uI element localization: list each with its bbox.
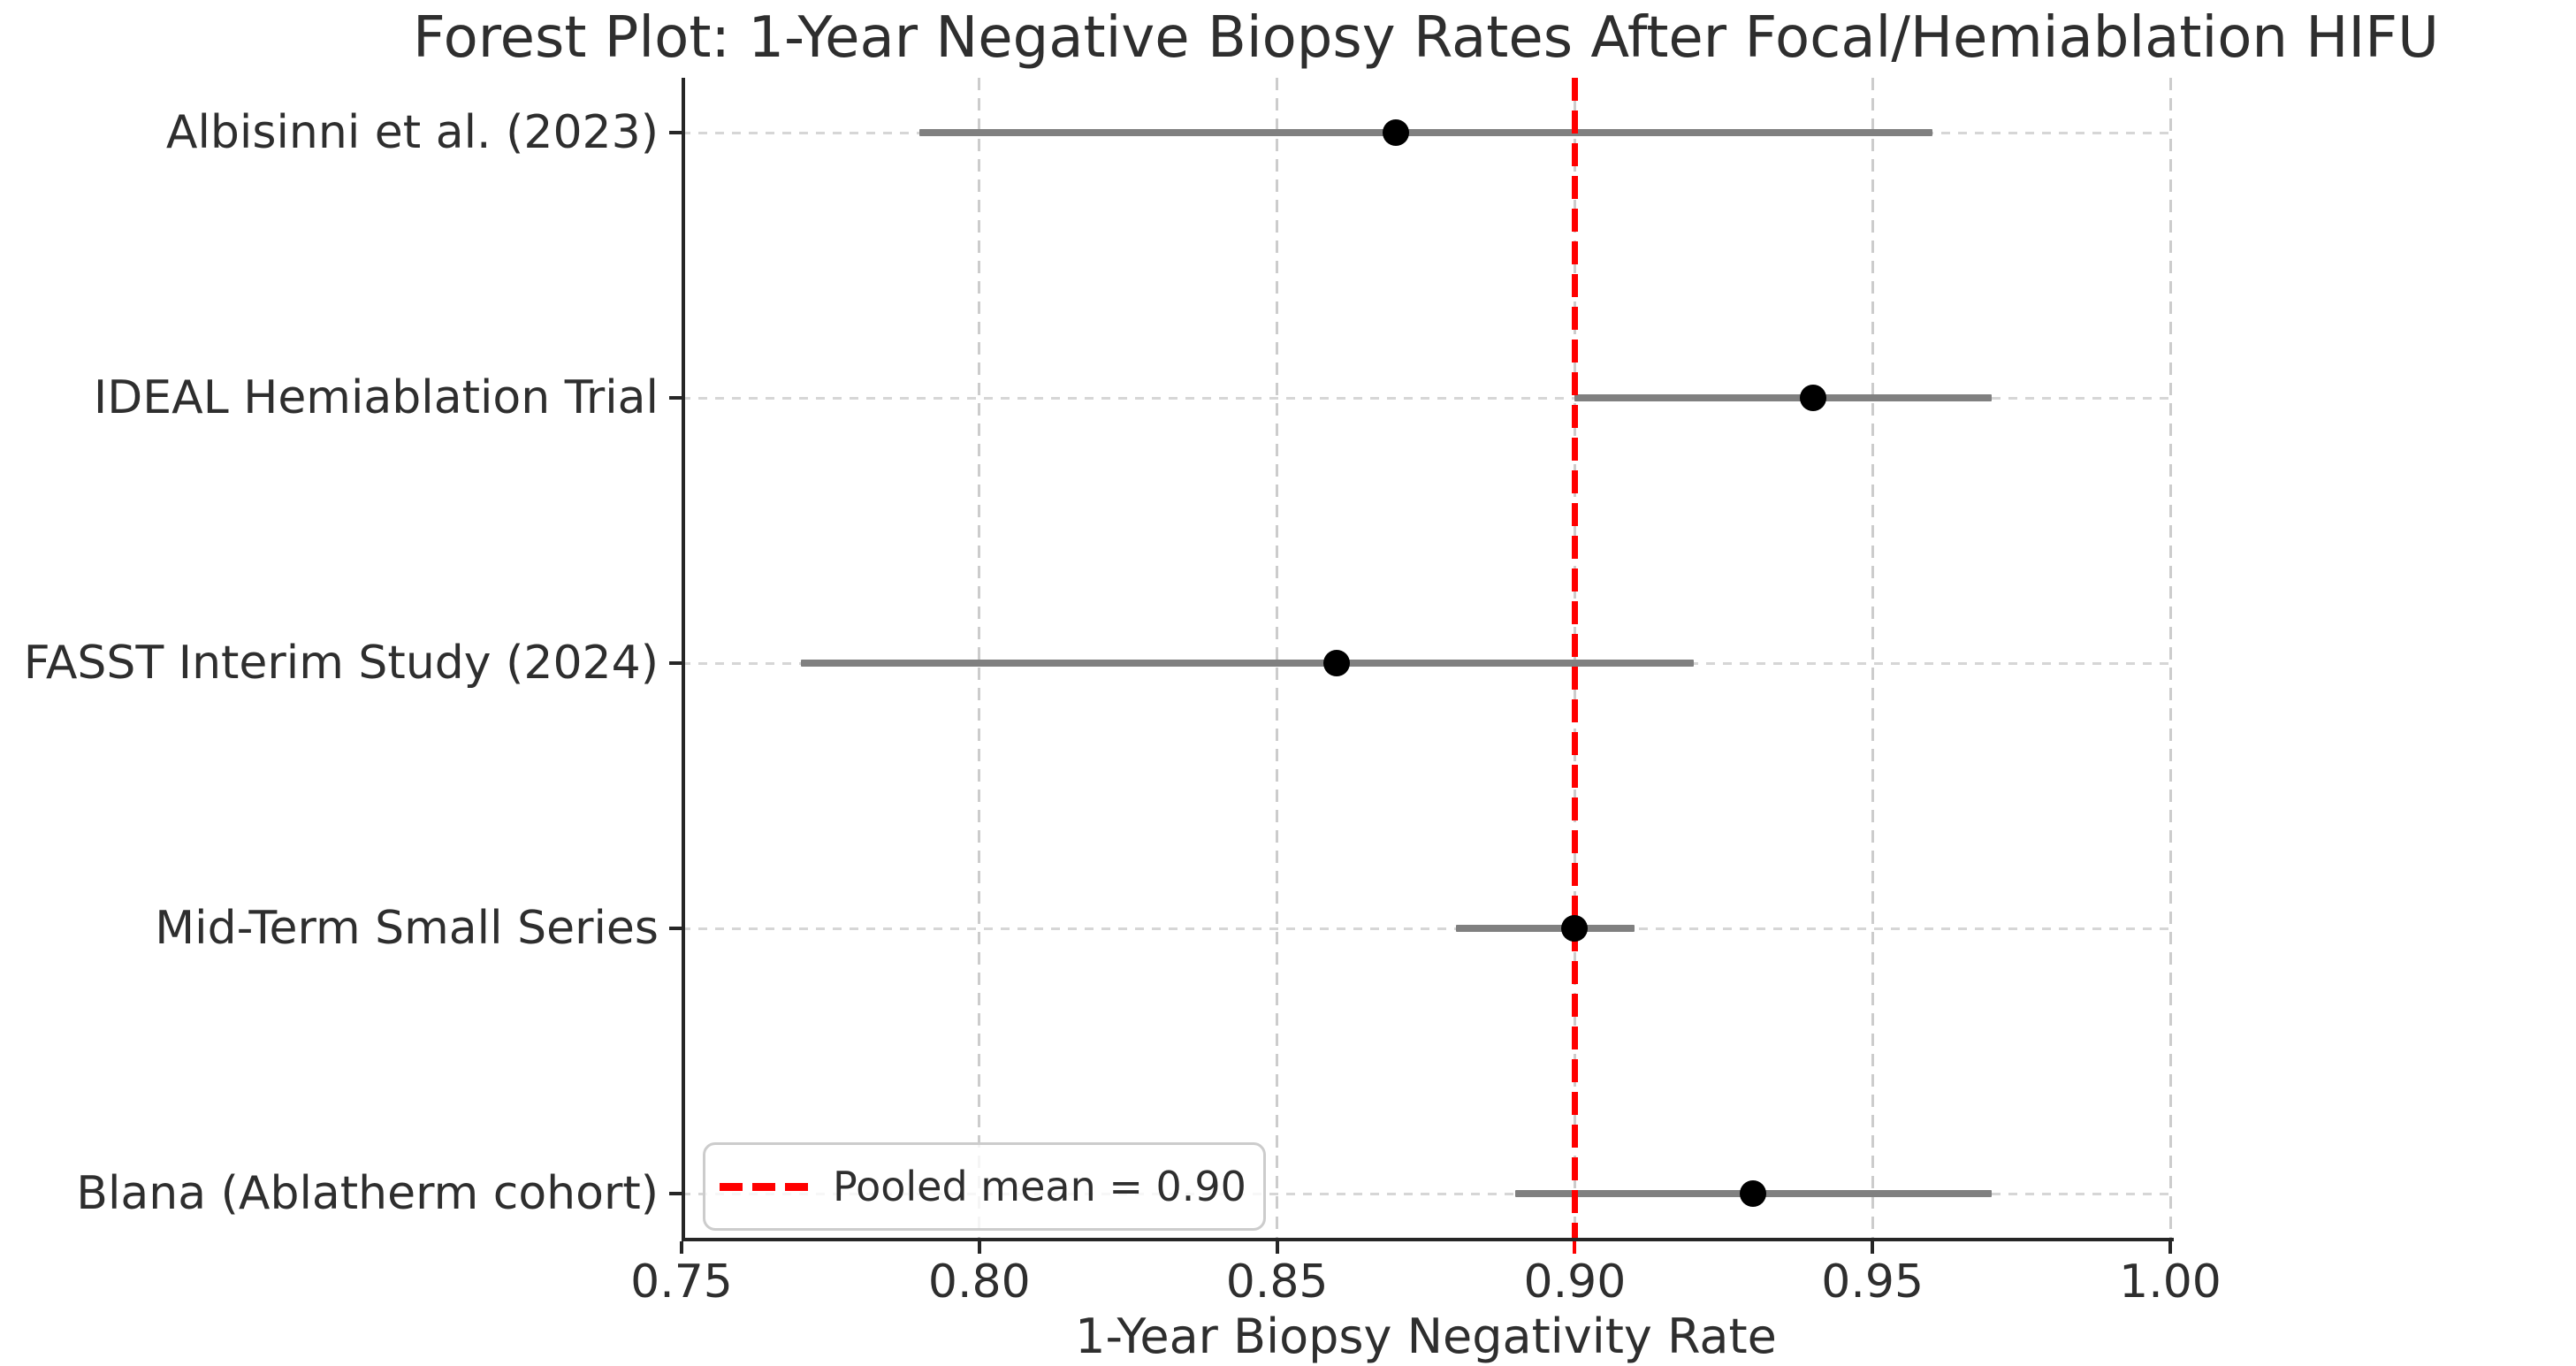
point-marker (1740, 1180, 1767, 1207)
point-marker (1561, 915, 1589, 942)
x-tick-label: 0.95 (1821, 1255, 1924, 1309)
horizontal-gridline (682, 927, 2170, 930)
vertical-gridline (1871, 78, 1874, 1238)
y-tick-label: Blana (Ablatherm cohort) (76, 1167, 659, 1220)
vertical-gridline (1276, 78, 1279, 1238)
legend-label: Pooled mean = 0.90 (833, 1163, 1246, 1210)
x-tick-label: 0.90 (1523, 1255, 1627, 1309)
y-tick-label: FASST Interim Study (2024) (23, 637, 659, 690)
x-tick-label: 1.00 (2119, 1255, 2222, 1309)
x-tick-label: 0.85 (1225, 1255, 1329, 1309)
x-tick-pooled (1573, 1241, 1577, 1254)
y-tick-label: IDEAL Hemiablation Trial (93, 371, 659, 424)
x-tick (977, 1241, 981, 1254)
point-marker (1383, 119, 1410, 146)
x-tick (2168, 1241, 2172, 1254)
x-tick-label: 0.80 (927, 1255, 1031, 1309)
ci-bar (800, 660, 1695, 667)
x-tick (680, 1241, 683, 1254)
ci-bar (919, 129, 1932, 136)
vertical-gridline (2168, 78, 2172, 1238)
point-marker (1799, 385, 1826, 411)
ci-bar (1574, 394, 1992, 401)
x-axis-spine (682, 1238, 2174, 1241)
legend: Pooled mean = 0.90 (703, 1142, 1266, 1231)
horizontal-gridline (682, 1192, 2170, 1195)
y-tick (669, 661, 682, 665)
vertical-gridline (978, 78, 981, 1238)
chart-title: Forest Plot: 1-Year Negative Biopsy Rate… (413, 5, 2439, 71)
y-tick (669, 396, 682, 400)
pooled-mean-line (1571, 78, 1578, 1238)
y-tick-label: Mid-Term Small Series (155, 902, 659, 955)
y-axis-spine (682, 78, 685, 1241)
x-axis-label: 1-Year Biopsy Negativity Rate (1075, 1309, 1777, 1364)
x-tick (1871, 1241, 1875, 1254)
pooled-mean-legend-line-icon (720, 1182, 808, 1191)
y-tick (669, 131, 682, 134)
ci-bar (1455, 925, 1635, 932)
point-marker (1322, 650, 1350, 676)
x-tick-label: 0.75 (630, 1255, 733, 1309)
horizontal-gridline (682, 396, 2170, 400)
y-tick (669, 927, 682, 930)
y-tick-label: Albisinni et al. (2023) (165, 106, 659, 159)
x-tick (1275, 1241, 1279, 1254)
y-tick (669, 1192, 682, 1195)
